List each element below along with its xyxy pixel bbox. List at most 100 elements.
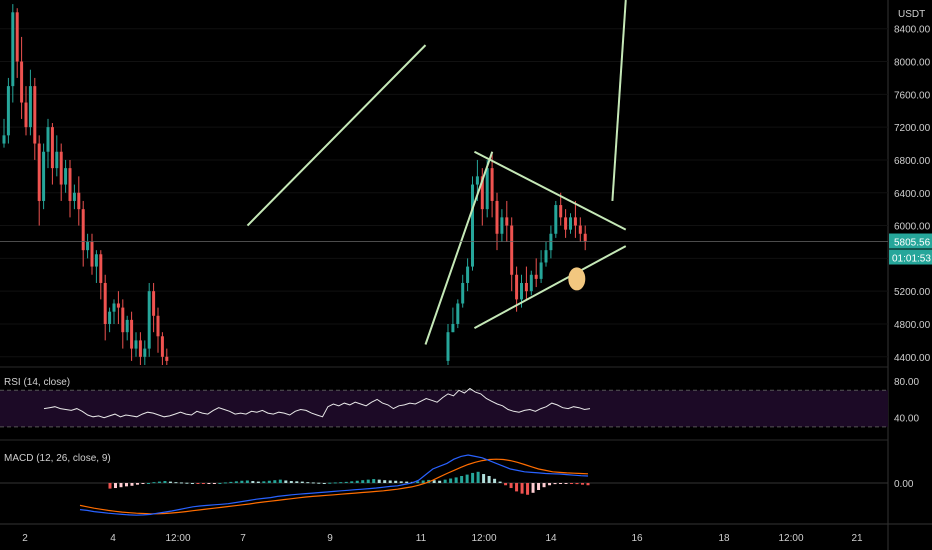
candle-down	[495, 200, 499, 234]
candle-down	[99, 254, 103, 283]
highlight-ellipse	[568, 267, 586, 291]
candle-up	[456, 303, 460, 324]
rsi-panel	[0, 387, 888, 428]
macd-histogram-bar	[542, 483, 546, 488]
candle-down	[116, 303, 120, 308]
macd-histogram-bar	[185, 482, 189, 484]
macd-histogram-bar	[168, 481, 172, 483]
macd-histogram-bar	[526, 483, 530, 495]
triangle-lower-line	[473, 245, 627, 329]
countdown-label: 01:01:53	[892, 254, 931, 265]
macd-histogram-bar	[366, 479, 370, 483]
macd-histogram-bar	[471, 472, 475, 483]
candle-up	[28, 86, 32, 128]
candle-up	[55, 151, 59, 169]
macd-histogram-bar	[405, 481, 409, 483]
candle-up	[147, 291, 151, 349]
candle-down	[77, 192, 81, 210]
macd-histogram-bar	[498, 481, 502, 483]
macd-histogram-bar	[135, 483, 139, 485]
macd-histogram-bar	[509, 483, 513, 489]
macd-histogram-bar	[251, 481, 255, 483]
candle-down	[578, 225, 582, 234]
candle-down	[33, 86, 37, 144]
macd-histogram-bar	[130, 483, 134, 486]
candle-down	[81, 209, 85, 251]
macd-histogram-bar	[388, 480, 392, 483]
rsi-tick-label: 80.00	[894, 377, 919, 388]
macd-histogram-bar	[163, 481, 167, 483]
price-axis[interactable]: 8400.00 8000.00 7600.00 7200.00 6800.00 6400.…	[0, 9, 932, 490]
candle-down	[152, 291, 156, 316]
price-tick-label: 6800.00	[894, 156, 931, 167]
macd-histogram-bar	[124, 483, 128, 487]
price-grid	[0, 28, 888, 358]
rsi-tick-label: 40.00	[894, 414, 919, 425]
time-tick-label: 12:00	[778, 533, 803, 544]
candle-up	[485, 168, 489, 210]
candle-up	[539, 262, 543, 279]
macd-histogram-bar	[394, 480, 398, 483]
candles[interactable]	[2, 4, 587, 365]
candle-down	[564, 217, 568, 230]
candle-down	[515, 274, 519, 300]
rsi-band	[0, 390, 888, 427]
macd-title[interactable]: MACD (12, 26, close, 9)	[4, 453, 111, 464]
time-tick-label: 9	[327, 533, 333, 544]
price-tick-label: 5200.00	[894, 287, 931, 298]
breakout-projection-line	[611, 0, 627, 202]
candle-down	[490, 168, 494, 201]
macd-histogram-bar	[531, 483, 535, 493]
candle-up	[554, 205, 558, 234]
macd-histogram-bar	[333, 482, 337, 484]
macd-histogram-bar	[234, 481, 238, 483]
candle-up	[134, 340, 138, 349]
candle-up	[475, 176, 479, 185]
candle-up	[461, 282, 465, 304]
macd-histogram-bar	[339, 482, 343, 484]
candle-down	[510, 225, 514, 275]
macd-histogram-bar	[196, 483, 200, 484]
candle-down	[130, 319, 134, 349]
candle-down	[165, 356, 169, 361]
drawing-annotations[interactable]	[246, 0, 627, 345]
trendline-line	[246, 44, 427, 227]
macd-histogram-bar	[267, 480, 271, 483]
last-price-label: 5805.56	[894, 238, 931, 249]
candle-down	[15, 12, 19, 62]
time-tick-label: 18	[718, 533, 730, 544]
macd-histogram-bar	[306, 482, 310, 484]
macd-histogram-bar	[350, 481, 354, 483]
macd-histogram-bar	[141, 483, 145, 484]
macd-histogram-bar	[548, 483, 552, 486]
rsi-title[interactable]: RSI (14, close)	[4, 377, 70, 388]
macd-histogram-bar	[229, 481, 233, 483]
macd-histogram-bar	[421, 480, 425, 483]
price-tick-label: 4400.00	[894, 353, 931, 364]
macd-histogram-bar	[454, 477, 458, 483]
candle-up	[64, 168, 68, 185]
macd-histogram-bar	[245, 480, 249, 483]
price-tick-label: 8000.00	[894, 58, 931, 69]
candle-down	[59, 151, 63, 185]
macd-signal-line	[79, 458, 589, 515]
candle-down	[138, 340, 142, 357]
quote-unit-label: USDT	[898, 9, 925, 20]
macd-histogram-bar	[482, 474, 486, 483]
time-tick-label: 14	[545, 533, 557, 544]
macd-histogram-bar	[218, 483, 222, 484]
candle-down	[156, 315, 160, 337]
time-axis[interactable]: 2 4 12:00 7 9 11 12:00 14 16 18 12:00 21	[22, 533, 863, 544]
candle-up	[446, 332, 450, 361]
candle-up	[520, 282, 523, 300]
candle-up	[529, 274, 533, 292]
macd-histogram-bar	[493, 478, 497, 483]
candle-up	[466, 266, 470, 283]
candle-down	[534, 274, 538, 279]
macd-histogram-bar	[460, 476, 464, 483]
candle-down	[37, 143, 41, 201]
time-tick-label: 21	[851, 533, 863, 544]
macd-histogram-bar	[179, 482, 183, 484]
macd-histogram-bar	[377, 479, 381, 483]
candle-up	[500, 217, 504, 234]
